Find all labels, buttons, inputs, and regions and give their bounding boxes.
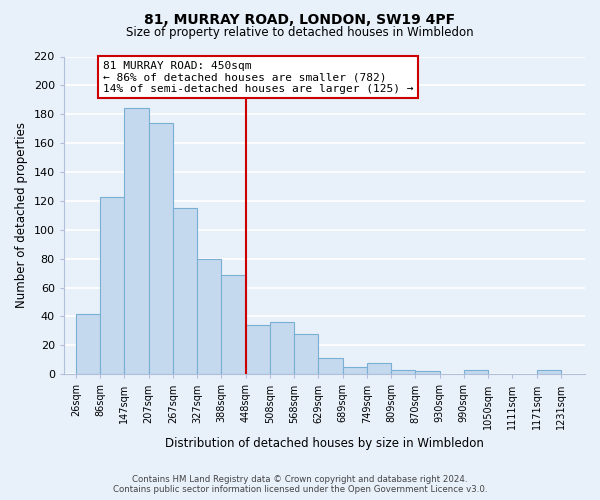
Bar [245,325,270,374]
Text: Contains HM Land Registry data © Crown copyright and database right 2024.
Contai: Contains HM Land Registry data © Crown c… [113,474,487,494]
Bar [319,358,343,374]
Bar [149,123,173,374]
Bar [270,322,294,374]
Text: 81, MURRAY ROAD, LONDON, SW19 4PF: 81, MURRAY ROAD, LONDON, SW19 4PF [145,12,455,26]
Bar [76,314,100,374]
Bar [415,372,440,374]
Bar [367,362,391,374]
Bar [124,108,149,374]
Bar [343,367,367,374]
Text: 81 MURRAY ROAD: 450sqm
← 86% of detached houses are smaller (782)
14% of semi-de: 81 MURRAY ROAD: 450sqm ← 86% of detached… [103,61,413,94]
Bar [294,334,319,374]
Bar [197,258,221,374]
Bar [536,370,561,374]
Bar [391,370,415,374]
X-axis label: Distribution of detached houses by size in Wimbledon: Distribution of detached houses by size … [165,437,484,450]
Bar [464,370,488,374]
Y-axis label: Number of detached properties: Number of detached properties [15,122,28,308]
Bar [173,208,197,374]
Bar [221,274,245,374]
Text: Size of property relative to detached houses in Wimbledon: Size of property relative to detached ho… [126,26,474,39]
Bar [100,196,124,374]
